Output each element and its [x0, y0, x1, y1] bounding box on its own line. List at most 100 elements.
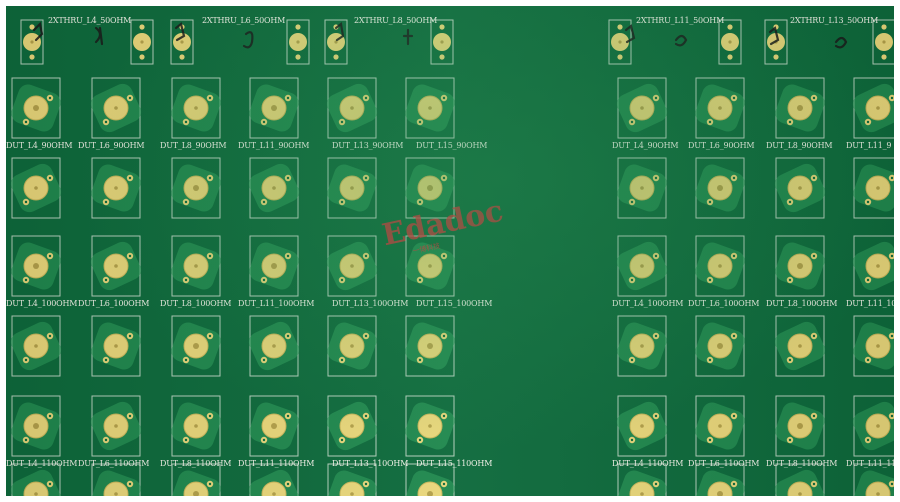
dut-label: DUT_L8_100OHM	[160, 299, 231, 308]
dut-pad	[11, 395, 61, 457]
dut-pad	[853, 157, 894, 219]
dut-pad	[171, 395, 221, 457]
dut-pad	[11, 235, 61, 297]
dut-pad	[405, 77, 455, 139]
dut-label: DUT_L8_110OHM	[766, 459, 837, 468]
dut-pad	[171, 235, 221, 297]
dut-pad	[90, 395, 142, 457]
dut-pad	[249, 235, 299, 297]
dut-pad	[248, 157, 300, 219]
pcb-board-photo: 2XTHRU_L4_50OHM 2XTHRU_L6_50OHM 2XTHRU_L8_…	[6, 6, 894, 496]
dut-pad	[10, 157, 62, 219]
thru-label: 2XTHRU_L8_50OHM	[354, 16, 437, 25]
dut-pad	[852, 235, 894, 297]
dut-label: DUT_L4_110OHM	[612, 459, 683, 468]
dut-pad	[695, 77, 745, 139]
dut-label: DUT_L15_100OHM	[416, 299, 492, 308]
dut-pad	[248, 463, 300, 496]
dut-label: DUT_L8_90OHM	[160, 141, 226, 150]
dut-label: DUT_L6_110OHM	[78, 459, 149, 468]
thru-pad	[130, 19, 154, 65]
dut-pad	[853, 315, 894, 377]
dut-pad	[171, 315, 221, 377]
dut-pad	[775, 77, 825, 139]
dut-pad	[775, 395, 825, 457]
dut-label: DUT_L15_110OHM	[416, 459, 492, 468]
dut-pad	[171, 463, 221, 496]
dut-label: DUT_L11_100OHM	[238, 299, 314, 308]
thru-pad	[20, 19, 44, 65]
handwritten-marks	[32, 21, 848, 49]
dut-pad	[852, 395, 894, 457]
pad-layer	[10, 19, 894, 496]
dut-label: DUT_L8_90OHM	[766, 141, 832, 150]
dut-pad	[327, 157, 377, 219]
dut-pad	[10, 463, 62, 496]
dut-pad	[695, 315, 745, 377]
dut-pad	[616, 395, 668, 457]
thru-pad	[170, 19, 194, 65]
label-layer: 2XTHRU_L4_50OHM 2XTHRU_L6_50OHM 2XTHRU_L8_…	[6, 16, 894, 468]
dut-pad	[775, 235, 825, 297]
dut-pad	[774, 315, 826, 377]
dut-pad	[171, 77, 221, 139]
dut-label: DUT_L6_90OHM	[78, 141, 144, 150]
dut-pad	[405, 395, 455, 457]
dut-pad	[90, 235, 142, 297]
dut-pad	[249, 77, 299, 139]
dut-pad	[616, 77, 668, 139]
dut-pad	[327, 463, 377, 496]
dut-pad	[616, 235, 668, 297]
dut-pad	[617, 157, 667, 219]
dut-pad	[695, 235, 745, 297]
dut-pad	[91, 157, 141, 219]
dut-pad	[10, 315, 62, 377]
dut-label: DUT_L13_90OHM	[332, 141, 403, 150]
thru-pad	[718, 19, 742, 65]
thru-pad	[608, 19, 632, 65]
dut-label: DUT_L11_90OHM	[238, 141, 309, 150]
dut-pad	[326, 77, 378, 139]
dut-label: DUT_L4_90OHM	[612, 141, 678, 150]
thru-pad	[430, 19, 454, 65]
thru-label: 2XTHRU_L11_50OHM	[636, 16, 724, 25]
dut-label: DUT_L11_9	[846, 141, 891, 150]
dut-label: DUT_L6_100OHM	[688, 299, 759, 308]
dut-pad	[617, 463, 667, 496]
dut-pad	[695, 395, 745, 457]
dut-pad	[90, 77, 142, 139]
dut-label: DUT_L6_100OHM	[78, 299, 149, 308]
dut-label: DUT_L13_110OHM	[332, 459, 408, 468]
dut-pad	[695, 157, 745, 219]
dut-pad	[405, 235, 455, 297]
dut-pad	[249, 395, 299, 457]
dut-pad	[11, 77, 61, 139]
dut-pad	[326, 235, 378, 297]
dut-label: DUT_L11_11	[846, 459, 894, 468]
dut-pad	[326, 395, 378, 457]
dut-pad	[852, 77, 894, 139]
dut-pad	[91, 463, 141, 496]
dut-label: DUT_L11_110OHM	[238, 459, 314, 468]
dut-label: DUT_L15_90OHM	[416, 141, 487, 150]
dut-label: DUT_L6_90OHM	[688, 141, 754, 150]
thru-label: 2XTHRU_L6_50OHM	[202, 16, 285, 25]
dut-pad	[405, 463, 455, 496]
dut-label: DUT_L13_100OHM	[332, 299, 408, 308]
dut-pad	[327, 315, 377, 377]
dut-label: DUT_L11_10	[846, 299, 894, 308]
dut-label: DUT_L4_110OHM	[6, 459, 77, 468]
thru-label: 2XTHRU_L4_50OHM	[48, 16, 131, 25]
dut-pad	[171, 157, 221, 219]
dut-pad	[617, 315, 667, 377]
dut-pad	[405, 315, 455, 377]
dut-label: DUT_L4_100OHM	[612, 299, 683, 308]
dut-pad	[774, 157, 826, 219]
dut-pad	[853, 463, 894, 496]
dut-label: DUT_L8_100OHM	[766, 299, 837, 308]
dut-pad	[91, 315, 141, 377]
dut-label: DUT_L6_110OHM	[688, 459, 759, 468]
dut-label: DUT_L8_110OHM	[160, 459, 231, 468]
dut-pad	[405, 157, 455, 219]
dut-pad	[774, 463, 826, 496]
